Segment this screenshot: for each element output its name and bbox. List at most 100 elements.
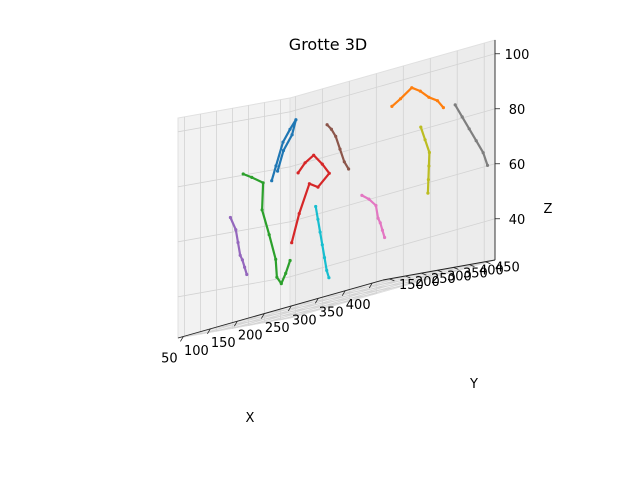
series-point-0-4 (294, 118, 298, 122)
series-point-3-5 (316, 185, 320, 189)
series-point-8-2 (427, 150, 431, 155)
series-point-6-2 (374, 203, 378, 208)
series-point-9-3 (320, 243, 324, 247)
z-tick-label-0: 40 (509, 213, 526, 228)
y-tick-label-0: 150 (399, 278, 424, 293)
series-point-4-2 (236, 240, 240, 245)
grid-line-z (177, 218, 496, 298)
grid-line-y (215, 111, 422, 332)
series-point-9-1 (316, 217, 320, 221)
x-axis-label: X (246, 411, 255, 426)
series-point-1-0 (390, 104, 394, 108)
series-point-2-8 (284, 271, 288, 275)
grid-line-z (177, 163, 496, 243)
series-point-0-3 (288, 127, 292, 131)
y-tick-label-3: 300 (447, 269, 472, 284)
series-point-4-4 (240, 258, 244, 262)
series-point-7-3 (474, 139, 478, 143)
series-point-3-8 (290, 241, 294, 245)
grid-line-y (279, 99, 486, 321)
series-point-9-6 (327, 276, 331, 280)
y-tick-label-1: 200 (415, 275, 440, 290)
series-point-1-5 (435, 99, 440, 103)
series-line-7 (454, 103, 489, 167)
x-tick-mark-5 (314, 298, 319, 304)
grid-line-z (177, 53, 496, 133)
series-point-9-2 (318, 230, 322, 234)
series-point-0-0 (270, 179, 274, 183)
x-tick-label-0: 50 (161, 352, 178, 367)
x-tick-mark-3 (260, 313, 265, 319)
series-point-7-2 (467, 127, 471, 131)
grid-line-y (183, 116, 390, 338)
series-point-2-4 (267, 233, 271, 237)
series-point-2-6 (275, 275, 279, 279)
series-point-3-3 (320, 162, 324, 166)
y-tick-label-6: 450 (495, 261, 520, 276)
series-point-8-3 (427, 164, 431, 168)
series-point-2-3 (260, 208, 264, 212)
series-point-6-5 (380, 228, 384, 232)
series-point-3-0 (296, 171, 300, 175)
series-point-2-5 (274, 257, 278, 261)
series-point-6-3 (376, 216, 380, 220)
series-point-6-4 (378, 221, 382, 225)
x-tick-mark-1 (207, 328, 211, 335)
y-tick-label-4: 350 (463, 266, 488, 281)
series-point-0-5 (290, 133, 294, 137)
y-axis-label: Y (469, 377, 478, 392)
series-point-0-6 (281, 148, 286, 153)
y-tick-mark-3 (437, 269, 443, 273)
x-axis-line (177, 279, 384, 339)
series-point-8-4 (426, 178, 430, 182)
series-point-4-0 (228, 215, 232, 220)
series-point-6-6 (383, 235, 387, 240)
series-point-2-0 (241, 172, 245, 176)
series-point-7-5 (485, 163, 490, 167)
pane-left (177, 97, 291, 339)
series-point-1-1 (398, 97, 403, 101)
x-tick-label-7: 400 (346, 298, 371, 313)
z-tick-label-1: 60 (509, 158, 526, 173)
series-point-9-4 (322, 256, 327, 260)
y-axis-line (382, 259, 496, 281)
x-tick-label-5: 300 (292, 313, 317, 328)
series-point-7-4 (481, 151, 485, 155)
x-tick-label-4: 250 (265, 321, 290, 336)
grid-lines (177, 43, 496, 338)
x-tick-mark-4 (287, 305, 292, 312)
y-tick-mark-2 (421, 272, 427, 276)
series-point-0-7 (276, 169, 280, 173)
series-line-2 (242, 172, 292, 285)
z-tick-label-3: 100 (505, 48, 530, 63)
y-tick-mark-0 (389, 278, 395, 282)
series-point-5-3 (338, 147, 342, 151)
series-point-9-5 (325, 268, 329, 272)
series-point-3-6 (307, 182, 311, 186)
series-layer (228, 86, 490, 286)
grid-line-z (177, 108, 496, 188)
series-point-1-2 (410, 86, 414, 90)
series-point-3-1 (303, 161, 307, 165)
series-point-5-1 (329, 127, 333, 131)
series-point-2-9 (288, 258, 292, 263)
series-point-8-1 (423, 138, 427, 142)
x-tick-mark-0 (180, 336, 184, 342)
y-tick-label-5: 400 (479, 264, 504, 279)
grid-line-y (263, 102, 470, 324)
series-point-9-0 (314, 204, 318, 209)
y-tick-mark-4 (453, 267, 459, 270)
series-point-4-3 (238, 253, 242, 257)
series-point-3-4 (327, 171, 331, 175)
chart-title: Grotte 3D (289, 35, 367, 54)
x-tick-mark-2 (233, 321, 238, 327)
series-line-8 (419, 125, 431, 195)
x-tick-label-3: 200 (238, 329, 263, 344)
x-tick-label-2: 150 (211, 336, 236, 351)
z-axis-label: Z (544, 202, 553, 217)
series-point-0-1 (274, 164, 278, 168)
series-point-4-1 (234, 228, 238, 232)
axis-lines (177, 40, 496, 339)
series-line-0 (270, 118, 297, 182)
